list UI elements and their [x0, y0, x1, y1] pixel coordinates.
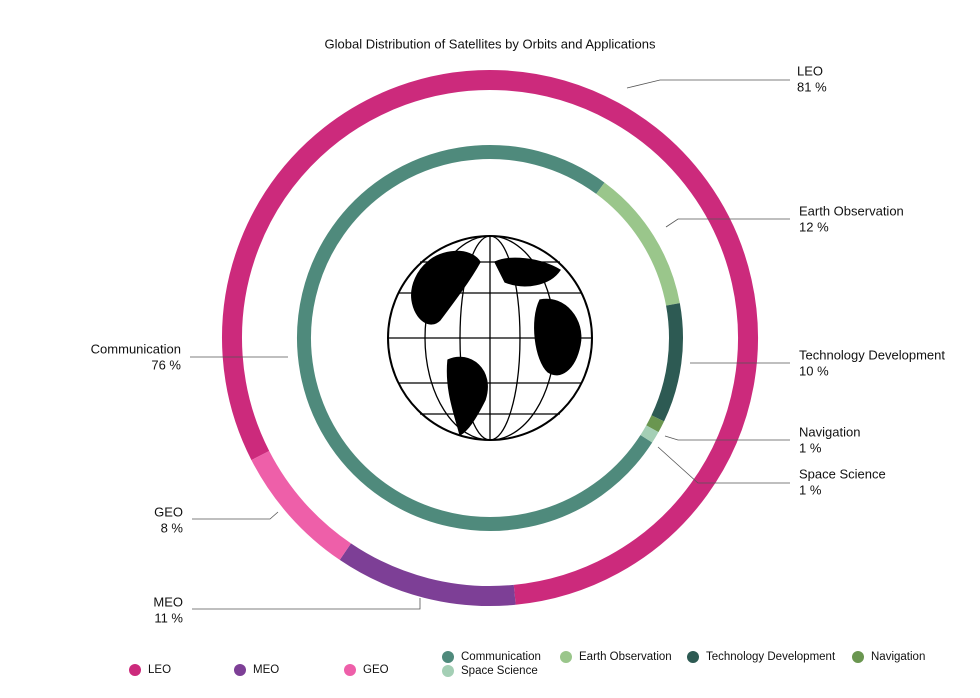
- legend-swatch: [344, 664, 356, 676]
- legend-item: GEO: [344, 664, 389, 676]
- legend-swatch: [234, 664, 246, 676]
- segment-label: Technology Development: [799, 347, 945, 362]
- legend-item: Navigation: [852, 651, 925, 663]
- segment-label: MEO: [153, 594, 183, 609]
- legend-swatch: [560, 651, 572, 663]
- value-label: 1 %: [799, 440, 822, 455]
- ring-segment: [646, 415, 665, 433]
- value-label: 8 %: [161, 520, 184, 535]
- callout-line: [192, 511, 279, 520]
- legend-item: MEO: [234, 664, 279, 676]
- legend-label: LEO: [148, 664, 171, 676]
- globe: [387, 235, 593, 441]
- legend-label: GEO: [363, 664, 389, 676]
- legend-item: Space Science: [442, 665, 538, 677]
- legend-swatch: [687, 651, 699, 663]
- legend-label: Earth Observation: [579, 651, 672, 663]
- value-label: 12 %: [799, 219, 829, 234]
- value-label: 76 %: [151, 357, 181, 372]
- ring-segment: [651, 303, 683, 422]
- ring-segment: [596, 182, 680, 306]
- callout-line: [192, 598, 421, 610]
- legend-label: Space Science: [461, 665, 538, 677]
- ring-segment: [640, 425, 659, 443]
- value-label: 81 %: [797, 79, 827, 94]
- callout-line: [665, 218, 790, 228]
- legend-item: Communication: [442, 651, 541, 663]
- legend-label: Communication: [461, 651, 541, 663]
- legend-swatch: [852, 651, 864, 663]
- segment-label: Communication: [91, 341, 181, 356]
- legend-label: Technology Development: [706, 651, 836, 663]
- value-label: 10 %: [799, 363, 829, 378]
- ring-segment: [222, 70, 758, 605]
- value-label: 11 %: [154, 610, 183, 625]
- segment-label: Navigation: [799, 424, 860, 439]
- callout-line: [626, 79, 790, 89]
- legend-label: Navigation: [871, 651, 925, 663]
- ring-segment: [339, 543, 516, 606]
- legend-item: LEO: [129, 664, 171, 676]
- segment-label: Earth Observation: [799, 203, 904, 218]
- segment-label: GEO: [154, 504, 183, 519]
- callout-line: [664, 435, 790, 441]
- legend-swatch: [442, 665, 454, 677]
- value-label: 1 %: [799, 482, 822, 497]
- legend-swatch: [442, 651, 454, 663]
- legend-item: Earth Observation: [560, 651, 672, 663]
- legend-label: MEO: [253, 664, 279, 676]
- chart-title: Global Distribution of Satellites by Orb…: [325, 36, 656, 51]
- ring-segment: [251, 450, 352, 560]
- legend-swatch: [129, 664, 141, 676]
- segment-label: LEO: [797, 63, 823, 78]
- segment-label: Space Science: [799, 466, 886, 481]
- legend-item: Technology Development: [687, 651, 836, 663]
- callout-line: [657, 446, 790, 484]
- ring-segment: [297, 145, 653, 531]
